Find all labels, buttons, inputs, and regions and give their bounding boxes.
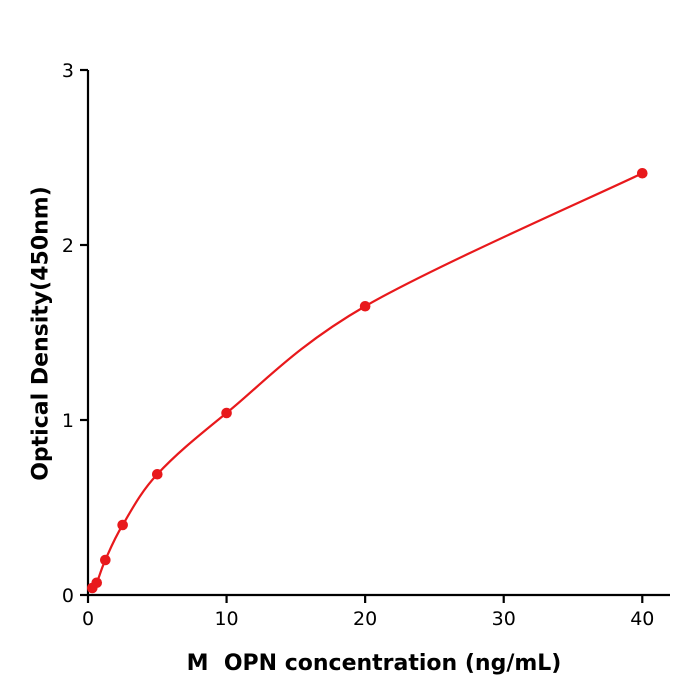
x-tick-label: 0 — [82, 608, 94, 630]
x-tick-label: 20 — [353, 608, 377, 630]
y-tick-label: 1 — [62, 410, 74, 432]
x-tick-label: 40 — [630, 608, 654, 630]
x-axis-title: M OPN concentration (ng/mL) — [186, 651, 562, 676]
x-tick-label: 30 — [492, 608, 516, 630]
y-tick-label: 0 — [62, 585, 74, 607]
data-point — [100, 554, 111, 566]
data-point — [117, 519, 128, 531]
fitted-curve — [91, 172, 644, 590]
y-tick-label: 3 — [62, 60, 74, 82]
data-point — [359, 300, 371, 312]
data-point — [151, 468, 163, 480]
y-axis-title: Optical Density(450nm) — [28, 186, 54, 481]
data-point — [221, 407, 232, 419]
data-point — [91, 577, 103, 589]
data-point — [636, 167, 648, 179]
x-tick-label: 10 — [214, 608, 238, 630]
y-tick-label: 2 — [62, 235, 74, 257]
